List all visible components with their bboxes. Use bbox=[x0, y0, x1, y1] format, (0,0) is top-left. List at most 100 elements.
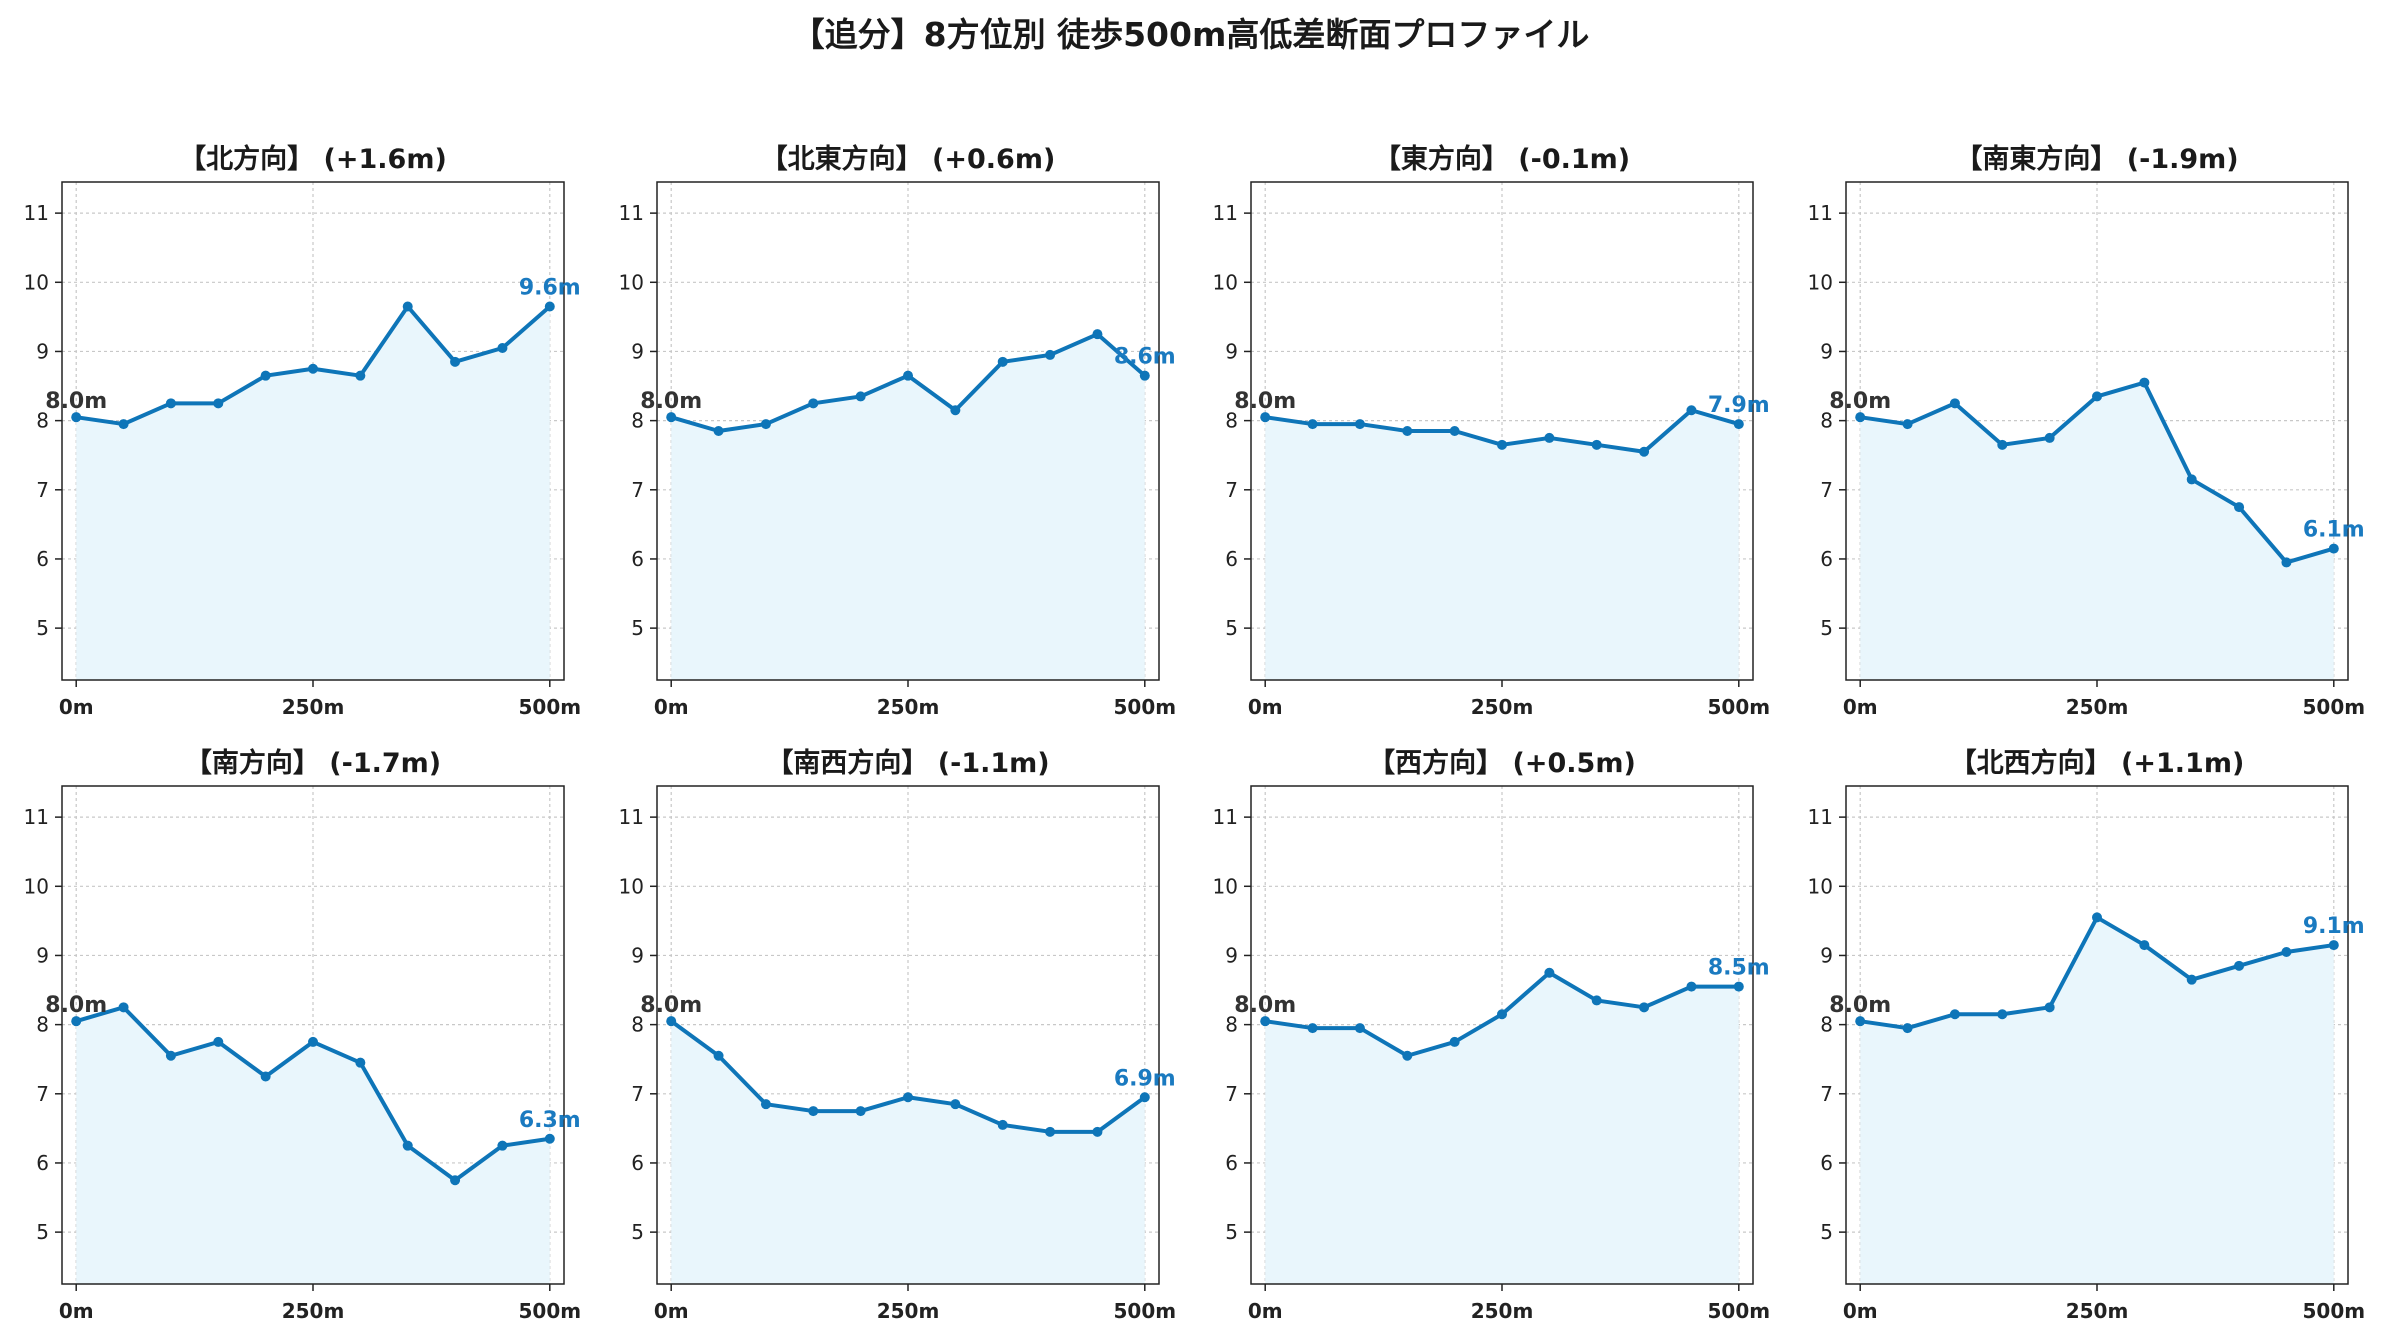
data-point bbox=[1045, 1126, 1056, 1137]
data-point bbox=[1497, 1009, 1507, 1020]
y-tick-label: 10 bbox=[1213, 874, 1238, 898]
data-point bbox=[497, 343, 508, 353]
x-tick-label: 0m bbox=[1248, 695, 1283, 719]
elevation-area bbox=[1265, 410, 1739, 680]
data-point bbox=[1139, 1092, 1150, 1103]
data-point bbox=[1092, 329, 1103, 340]
y-tick-label: 10 bbox=[1213, 270, 1238, 294]
elevation-area bbox=[1860, 382, 2334, 680]
data-point bbox=[1092, 1126, 1103, 1137]
elevation-chart: 5 6 7 8 9 10 11 0m 250m 500m 8.0m 6.3m bbox=[24, 785, 581, 1323]
x-tick-label: 500m bbox=[518, 695, 581, 719]
panel-title: 【南西方向】 (-1.1m) bbox=[766, 748, 1050, 779]
y-tick-label: 10 bbox=[619, 270, 644, 294]
elevation-area bbox=[671, 334, 1145, 680]
start-elevation-label: 8.0m bbox=[45, 993, 107, 1018]
data-point bbox=[2281, 557, 2292, 568]
data-point bbox=[997, 1119, 1008, 1130]
y-tick-label: 10 bbox=[1808, 874, 1833, 898]
x-tick-label: 0m bbox=[1843, 695, 1878, 719]
data-point bbox=[1497, 439, 1507, 450]
y-tick-label: 8 bbox=[1820, 409, 1833, 433]
elevation-area bbox=[76, 1007, 550, 1284]
x-tick-label: 250m bbox=[877, 695, 940, 719]
data-point bbox=[1449, 1036, 1460, 1047]
start-elevation-label: 8.0m bbox=[45, 389, 107, 414]
end-elevation-label: 9.1m bbox=[2303, 914, 2365, 939]
y-tick-label: 6 bbox=[1820, 1151, 1833, 1175]
x-tick-label: 0m bbox=[59, 695, 94, 719]
y-tick-label: 11 bbox=[1213, 201, 1238, 225]
data-point bbox=[1949, 398, 1960, 409]
data-point bbox=[1591, 439, 1602, 450]
x-tick-label: 500m bbox=[1707, 1299, 1770, 1323]
y-tick-label: 7 bbox=[1820, 1082, 1833, 1106]
data-point bbox=[950, 1099, 961, 1110]
y-tick-label: 6 bbox=[1820, 547, 1833, 571]
elevation-area bbox=[671, 1021, 1145, 1284]
x-tick-label: 500m bbox=[2302, 1299, 2365, 1323]
y-tick-label: 9 bbox=[631, 339, 644, 363]
data-point bbox=[2281, 947, 2292, 957]
panel-title: 【北東方向】 (+0.6m) bbox=[760, 144, 1056, 175]
data-point bbox=[1544, 967, 1555, 978]
x-tick-label: 500m bbox=[1113, 695, 1176, 719]
data-point bbox=[1997, 439, 2008, 450]
y-tick-label: 11 bbox=[1213, 805, 1238, 829]
panel-title: 【東方向】 (-0.1m) bbox=[1373, 144, 1631, 175]
data-point bbox=[355, 1057, 366, 1068]
data-point bbox=[1639, 1002, 1650, 1013]
data-point bbox=[260, 370, 271, 381]
x-tick-label: 500m bbox=[2302, 695, 2365, 719]
data-point bbox=[1139, 370, 1150, 381]
y-tick-label: 11 bbox=[619, 805, 644, 829]
x-tick-label: 0m bbox=[654, 1299, 689, 1323]
data-point bbox=[713, 426, 724, 436]
y-tick-label: 8 bbox=[631, 1013, 644, 1037]
x-tick-label: 0m bbox=[1248, 1299, 1283, 1323]
data-point bbox=[2186, 474, 2197, 485]
y-tick-label: 10 bbox=[24, 874, 49, 898]
data-point bbox=[760, 419, 771, 430]
data-point bbox=[713, 1050, 724, 1061]
y-tick-label: 6 bbox=[1225, 547, 1238, 571]
data-point bbox=[402, 301, 413, 312]
data-point bbox=[2328, 543, 2339, 554]
end-elevation-label: 9.6m bbox=[519, 276, 581, 301]
data-point bbox=[402, 1140, 413, 1151]
y-tick-label: 5 bbox=[1820, 1220, 1833, 1244]
data-point bbox=[1402, 426, 1413, 436]
data-point bbox=[1402, 1050, 1413, 1061]
data-point bbox=[213, 1036, 224, 1047]
y-tick-label: 10 bbox=[619, 874, 644, 898]
y-tick-label: 6 bbox=[1225, 1151, 1238, 1175]
start-elevation-label: 8.0m bbox=[1829, 993, 1891, 1018]
y-tick-label: 5 bbox=[1225, 616, 1238, 640]
y-tick-label: 7 bbox=[1225, 478, 1238, 502]
elevation-chart: 5 6 7 8 9 10 11 0m 250m 500m 8.0m 7.9m bbox=[1213, 181, 1770, 719]
data-point bbox=[903, 1092, 913, 1103]
data-point bbox=[260, 1071, 271, 1082]
data-point bbox=[1307, 419, 1318, 430]
end-elevation-label: 8.5m bbox=[1708, 956, 1770, 981]
data-point bbox=[1686, 981, 1697, 992]
data-point bbox=[2234, 960, 2245, 971]
data-point bbox=[165, 398, 176, 409]
y-tick-label: 11 bbox=[24, 805, 49, 829]
data-point bbox=[1354, 419, 1365, 430]
data-point bbox=[2092, 391, 2102, 402]
y-tick-label: 8 bbox=[36, 409, 49, 433]
panel-title: 【北方向】 (+1.6m) bbox=[179, 144, 447, 175]
x-tick-label: 0m bbox=[1843, 1299, 1878, 1323]
x-tick-label: 250m bbox=[877, 1299, 940, 1323]
y-tick-label: 9 bbox=[1820, 339, 1833, 363]
end-elevation-label: 6.3m bbox=[519, 1108, 581, 1133]
page-title: 【追分】8方位別 徒歩500m高低差断面プロファイル bbox=[791, 15, 1590, 54]
data-point bbox=[808, 1106, 819, 1117]
y-tick-label: 7 bbox=[1820, 478, 1833, 502]
data-point bbox=[1855, 412, 1866, 423]
x-tick-label: 250m bbox=[1471, 1299, 1534, 1323]
data-point bbox=[2139, 940, 2150, 951]
y-tick-label: 9 bbox=[1225, 943, 1238, 967]
y-tick-label: 11 bbox=[1808, 805, 1833, 829]
